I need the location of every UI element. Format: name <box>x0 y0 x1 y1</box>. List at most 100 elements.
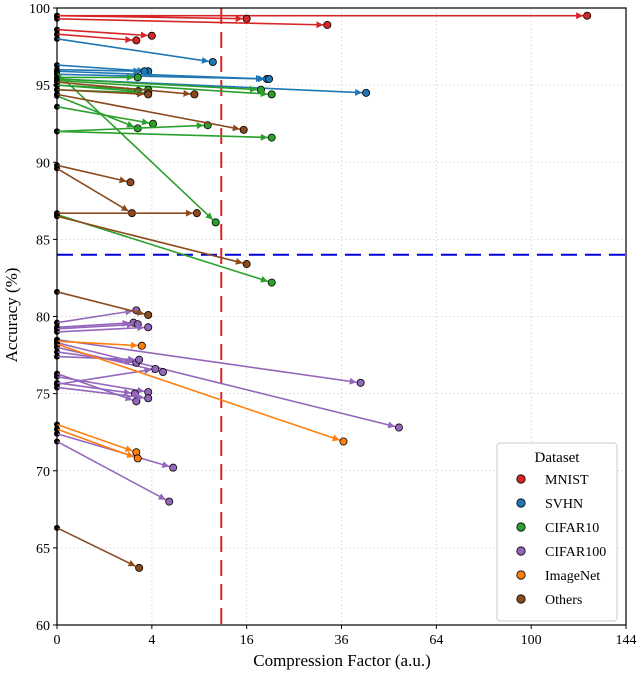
end-point <box>135 563 144 572</box>
legend-label-cifar10: CIFAR10 <box>545 521 599 536</box>
end-point <box>256 85 265 94</box>
end-point <box>151 364 160 373</box>
x-tick-label: 0 <box>54 633 61 648</box>
arrow-imagenet <box>56 423 133 452</box>
arrow-cifar100 <box>56 440 167 501</box>
arrow-imagenet <box>56 343 340 442</box>
legend-label-imagenet: ImageNet <box>545 569 600 584</box>
legend-label-mnist: MNIST <box>545 473 589 488</box>
series-mnist <box>54 11 592 45</box>
arrow-others <box>56 88 145 98</box>
x-tick-label: 100 <box>521 633 542 648</box>
data-arrows <box>54 11 592 572</box>
arrow-imagenet <box>56 428 135 458</box>
end-point <box>192 209 201 218</box>
end-point <box>144 323 153 332</box>
series-imagenet <box>54 338 348 463</box>
y-tick-label: 90 <box>36 156 50 171</box>
end-point <box>242 14 251 23</box>
end-point <box>126 178 135 187</box>
reference-lines <box>57 8 626 625</box>
arrow-cifar100 <box>56 382 132 396</box>
arrow-svhn <box>56 73 266 83</box>
x-tick-label: 144 <box>616 633 637 648</box>
arrow-others <box>56 81 191 97</box>
end-point <box>147 31 156 40</box>
end-point <box>267 133 276 142</box>
legend-title: Dataset <box>535 450 581 466</box>
x-tick-label: 16 <box>240 633 254 648</box>
end-point <box>267 278 276 287</box>
legend-marker-mnist <box>516 474 526 484</box>
end-point <box>211 218 220 227</box>
arrow-svhn <box>56 67 141 75</box>
arrow-cifar10 <box>56 95 135 128</box>
end-point <box>149 119 158 128</box>
end-point <box>133 73 142 82</box>
legend-marker-others <box>516 594 526 604</box>
y-tick-label: 70 <box>36 465 50 480</box>
end-point <box>132 397 141 406</box>
legend-box <box>496 442 618 622</box>
end-point <box>133 454 142 463</box>
arrow-others <box>56 167 129 212</box>
arrow-cifar100 <box>56 321 134 330</box>
legend-marker-cifar100 <box>516 546 526 556</box>
end-point <box>144 310 153 319</box>
arrow-cifar10 <box>56 79 268 98</box>
y-tick-label: 80 <box>36 311 50 326</box>
end-point <box>242 260 251 269</box>
y-tick-label: 100 <box>29 2 50 17</box>
legend-marker-svhn <box>516 498 526 508</box>
end-point <box>239 125 248 134</box>
end-point <box>583 11 592 20</box>
end-point <box>169 463 178 472</box>
end-point <box>159 368 168 377</box>
y-tick-label: 75 <box>36 388 50 403</box>
end-point <box>394 423 403 432</box>
end-point <box>165 497 174 506</box>
arrow-mnist <box>56 28 148 39</box>
arrow-cifar10 <box>56 72 214 221</box>
arrow-cifar100 <box>56 386 145 401</box>
end-point <box>137 341 146 350</box>
x-axis-label: Compression Factor (a.u.) <box>253 651 431 670</box>
x-axis-ticks: 0 4 16 36 64 100 144 <box>54 625 637 648</box>
arrow-cifar100 <box>56 367 152 386</box>
end-point <box>133 320 142 329</box>
x-tick-label: 4 <box>148 633 155 648</box>
y-tick-label: 60 <box>36 619 50 634</box>
legend-label-others: Others <box>545 593 582 608</box>
series-others <box>54 79 251 572</box>
end-point <box>339 437 348 446</box>
y-axis-ticks: 60 65 70 75 80 85 90 95 100 <box>29 2 57 634</box>
end-point <box>144 394 153 403</box>
arrow-others <box>56 215 243 265</box>
end-point <box>356 378 365 387</box>
arrow-cifar100 <box>56 319 130 329</box>
end-point <box>323 20 332 29</box>
arrow-cifar10 <box>56 84 134 94</box>
end-point <box>144 90 153 99</box>
y-tick-label: 85 <box>36 233 50 248</box>
arrow-mnist <box>56 17 324 29</box>
arrow-cifar100 <box>56 308 133 324</box>
series-cifar10 <box>54 69 276 287</box>
arrow-cifar10 <box>56 78 257 93</box>
arrow-cifar100 <box>56 341 396 429</box>
arrow-mnist <box>56 14 243 23</box>
legend-label-svhn: SVHN <box>545 497 583 512</box>
end-point <box>135 355 144 364</box>
arrow-others <box>56 93 240 132</box>
arrow-others <box>56 164 127 184</box>
end-point <box>208 57 217 66</box>
legend-marker-imagenet <box>516 570 526 580</box>
x-tick-label: 36 <box>335 633 349 648</box>
end-point <box>265 74 274 83</box>
series-svhn <box>54 35 371 97</box>
arrow-cifar10 <box>56 122 204 133</box>
arrow-cifar10 <box>56 130 268 141</box>
end-point <box>190 90 199 99</box>
series-cifar100 <box>54 306 403 506</box>
